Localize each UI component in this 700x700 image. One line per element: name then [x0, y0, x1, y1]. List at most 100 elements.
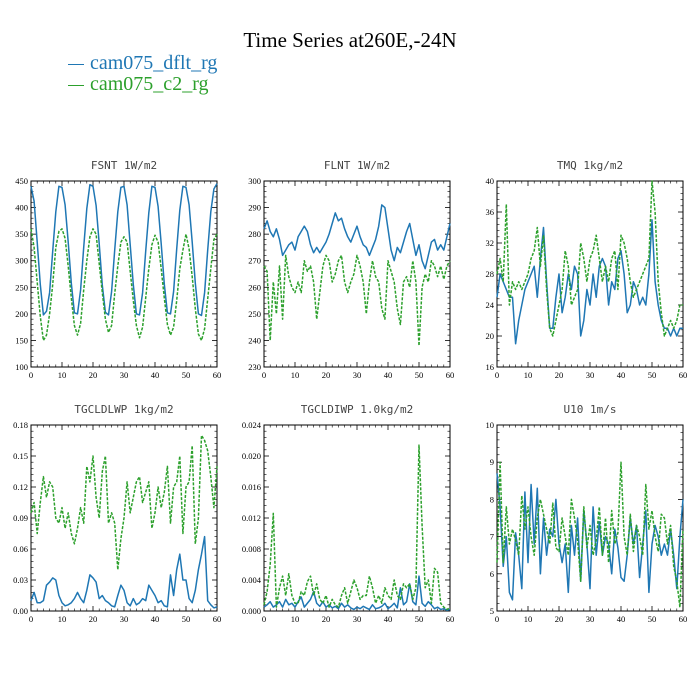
series-line-c2: [263, 444, 451, 611]
y-tick-label: 0.016: [242, 482, 261, 492]
x-tick-label: 30: [353, 370, 362, 380]
x-tick-label: 20: [555, 614, 564, 624]
y-tick-label: 0.024: [242, 420, 262, 430]
y-tick-label: 0.09: [13, 513, 28, 523]
x-tick-label: 10: [291, 370, 300, 380]
y-tick-label: 24: [486, 300, 495, 310]
panel-3: TMQ 1kg/m2 0 10 20 30 40 50 60 16 20 24 28 32 36 40: [486, 159, 688, 380]
y-tick-label: 0.00: [13, 606, 28, 616]
panel-title: TGCLDLWP 1kg/m2: [74, 403, 173, 416]
x-tick-label: 40: [617, 370, 626, 380]
y-tick-label: 280: [248, 229, 261, 239]
x-tick-label: 30: [586, 370, 595, 380]
series-line-c2: [496, 180, 683, 337]
y-tick-label: 5: [490, 606, 494, 616]
x-tick-label: 20: [89, 614, 98, 624]
series-line-c2: [263, 254, 451, 347]
y-tick-label: 250: [248, 309, 261, 319]
plot-frame: [263, 424, 451, 612]
panel-title: FSNT 1W/m2: [91, 159, 157, 172]
y-tick-label: 0.18: [13, 420, 28, 430]
x-tick-label: 20: [322, 370, 331, 380]
x-tick-label: 60: [679, 614, 688, 624]
legend-swatch-dflt: [68, 63, 84, 65]
x-tick-label: 0: [262, 370, 266, 380]
y-tick-label: 450: [15, 176, 28, 186]
x-tick-label: 10: [291, 614, 300, 624]
y-tick-label: 300: [248, 176, 261, 186]
y-tick-label: 350: [15, 229, 28, 239]
y-tick-label: 9: [490, 457, 494, 467]
legend-label-c2: cam075_c2_rg: [90, 73, 209, 95]
y-tick-label: 0.12: [13, 482, 28, 492]
series-line-dflt: [30, 183, 218, 317]
x-tick-label: 50: [648, 614, 657, 624]
x-tick-label: 60: [679, 370, 688, 380]
y-tick-label: 0.03: [13, 575, 28, 585]
y-tick-label: 6: [490, 569, 494, 579]
y-tick-label: 10: [486, 420, 495, 430]
x-tick-label: 40: [384, 370, 393, 380]
panel-4: TGCLDLWP 1kg/m2 0 10 20 30 40 50 60 0.00 0.03 0.06…: [13, 403, 221, 624]
x-tick-label: 50: [182, 370, 191, 380]
y-tick-label: 100: [15, 362, 28, 372]
y-tick-label: 0.008: [242, 544, 261, 554]
legend-swatch-c2: [68, 84, 84, 86]
x-tick-label: 40: [151, 614, 160, 624]
x-tick-label: 10: [58, 370, 67, 380]
y-tick-label: 0.06: [13, 544, 28, 554]
series-line-dflt: [30, 535, 218, 609]
x-tick-label: 50: [415, 614, 424, 624]
y-tick-label: 0.020: [242, 451, 261, 461]
y-tick-label: 32: [486, 238, 495, 248]
x-tick-label: 60: [446, 370, 455, 380]
x-tick-label: 60: [213, 370, 222, 380]
y-tick-label: 40: [486, 176, 495, 186]
x-tick-label: 60: [446, 614, 455, 624]
y-tick-label: 28: [486, 269, 495, 279]
y-tick-label: 150: [15, 335, 28, 345]
y-tick-label: 16: [486, 362, 495, 372]
x-tick-label: 20: [322, 614, 331, 624]
y-tick-label: 20: [486, 331, 495, 341]
y-tick-label: 260: [248, 282, 261, 292]
figure-title: Time Series at260E,-24N: [243, 28, 457, 52]
panel-1: FSNT 1W/m2 0 10 20 30 40 50 60 100 150 200 250 300 35…: [15, 159, 221, 380]
series-line-dflt: [263, 204, 451, 270]
y-tick-label: 270: [248, 256, 261, 266]
x-tick-label: 0: [29, 614, 33, 624]
y-tick-label: 0.004: [242, 575, 262, 585]
y-tick-label: 240: [248, 335, 261, 345]
x-tick-label: 50: [415, 370, 424, 380]
legend-label-dflt: cam075_dflt_rg: [90, 52, 218, 74]
y-tick-label: 7: [490, 532, 494, 542]
y-tick-label: 290: [248, 203, 261, 213]
legend-entry-c2: cam075_c2_rg: [68, 73, 209, 95]
panel-title: FLNT 1W/m2: [324, 159, 390, 172]
panel-title: TGCLDIWP 1.0kg/m2: [301, 403, 414, 416]
x-tick-label: 0: [495, 370, 499, 380]
x-tick-label: 20: [89, 370, 98, 380]
series-line-c2: [30, 434, 218, 571]
y-tick-label: 250: [15, 282, 28, 292]
x-tick-label: 60: [213, 614, 222, 624]
series-line-c2: [496, 461, 684, 609]
series-line-dflt: [496, 473, 684, 601]
plot-frame: [263, 180, 451, 368]
y-tick-label: 0.000: [242, 606, 261, 616]
x-tick-label: 40: [151, 370, 160, 380]
x-tick-label: 10: [58, 614, 67, 624]
panel-5: TGCLDIWP 1.0kg/m2 0 10 20 30 40 50 60 0.000 0.004…: [242, 403, 454, 624]
y-tick-label: 230: [248, 362, 261, 372]
x-tick-label: 0: [29, 370, 33, 380]
series-line-dflt: [263, 575, 451, 611]
y-tick-label: 0.012: [242, 513, 261, 523]
x-tick-label: 30: [353, 614, 362, 624]
y-tick-label: 400: [15, 203, 28, 213]
panel-6: U10 1m/s 0 10 20 30 40 50 60 5 6 7 8 9 10: [486, 403, 688, 624]
x-tick-label: 40: [617, 614, 626, 624]
y-tick-label: 0.15: [13, 451, 28, 461]
x-tick-label: 40: [384, 614, 393, 624]
